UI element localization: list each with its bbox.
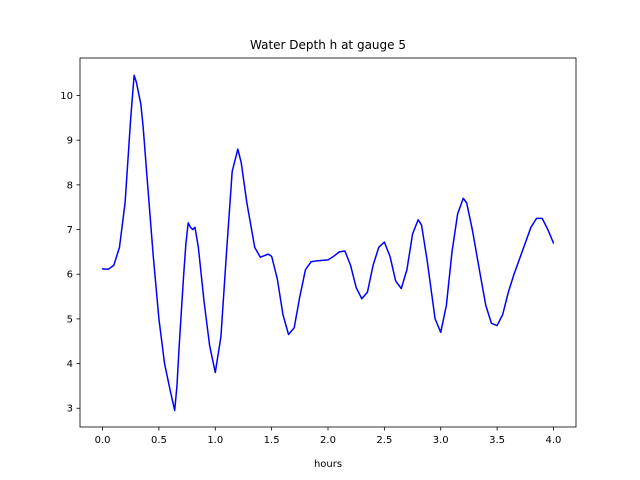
y-tick-label: 8 [67,180,73,191]
plot-area [79,57,577,428]
x-axis-label: hours [314,459,342,470]
axes-frame [79,57,577,428]
x-tick-label: 2.5 [376,435,392,446]
x-tick-label: 3.5 [489,435,505,446]
y-tick-label: 7 [67,225,73,236]
y-tick-label: 4 [67,359,73,370]
x-tick-label: 0.5 [151,435,167,446]
x-axis-ticks: 0.0 0.5 1.0 1.5 2.0 2.5 3.0 3.5 4.0 [95,427,562,446]
x-tick-label: 2.0 [320,435,336,446]
x-tick-label: 0.0 [95,435,111,446]
y-tick-label: 9 [67,136,73,147]
chart-title: Water Depth h at gauge 5 [250,38,406,52]
y-tick-label: 5 [67,314,73,325]
x-tick-label: 1.5 [264,435,280,446]
x-tick-label: 3.0 [433,435,449,446]
y-tick-label: 10 [60,91,73,102]
series-line-0 [101,74,555,412]
y-tick-label: 3 [67,404,73,415]
y-tick-label: 6 [67,270,73,281]
x-tick-label: 4.0 [546,435,562,446]
x-tick-label: 1.0 [207,435,223,446]
y-axis-ticks: 3 4 5 6 7 8 9 10 [60,91,80,415]
